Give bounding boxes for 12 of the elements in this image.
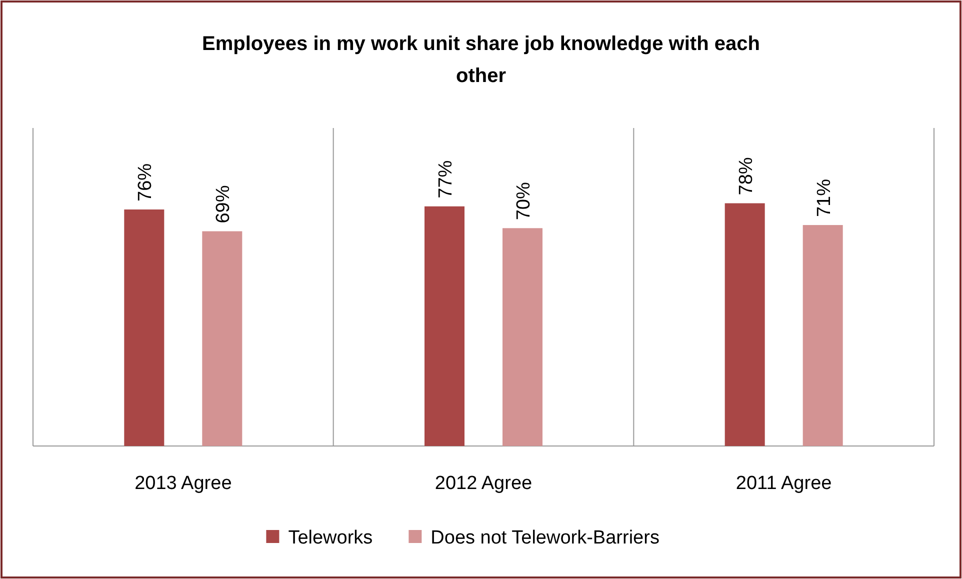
data-label: 78% [736,157,757,196]
data-label: 77% [436,160,456,198]
chart-title: Employees in my work unit share job knowledge with each other [202,33,760,87]
x-tick-label: 2013 Agree [134,473,232,494]
x-tick-label: 2012 Agree [434,473,532,494]
legend-label: Teleworks [288,528,373,549]
data-label: 71% [814,178,835,218]
data-label: 76% [135,163,156,202]
data-label: 70% [514,182,534,220]
legend-label: Does not Telework-Barriers [430,528,660,549]
x-tick-label: 2011 Agree [736,473,832,494]
data-label: 69% [213,185,234,224]
